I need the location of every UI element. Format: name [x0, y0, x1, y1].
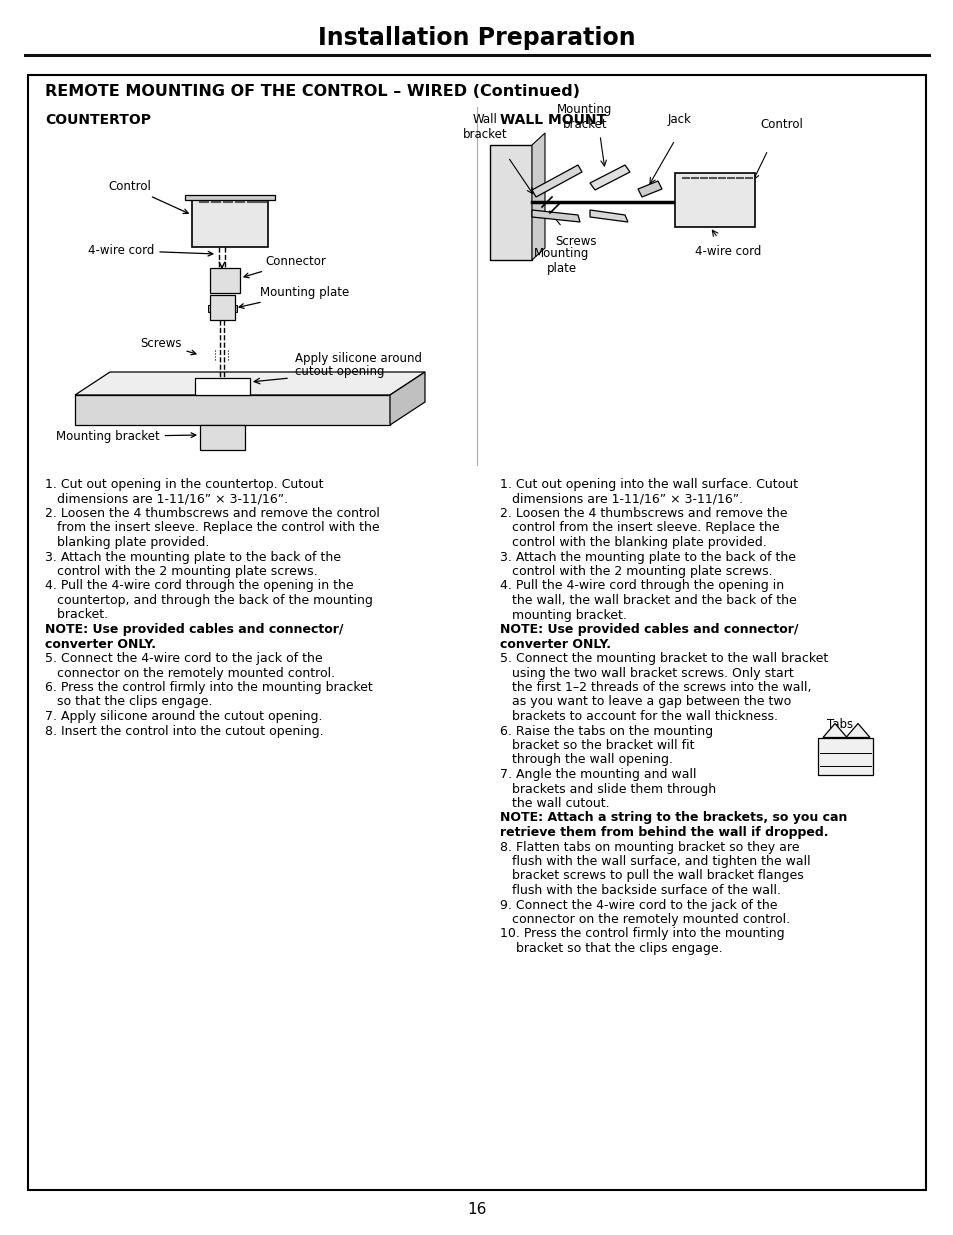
Text: bracket so the bracket will fit: bracket so the bracket will fit [499, 739, 694, 752]
Text: 9. Connect the 4-wire cord to the jack of the: 9. Connect the 4-wire cord to the jack o… [499, 899, 777, 911]
Polygon shape [210, 268, 240, 293]
Text: 8. Flatten tabs on mounting bracket so they are: 8. Flatten tabs on mounting bracket so t… [499, 841, 799, 853]
Text: mounting bracket.: mounting bracket. [499, 609, 626, 621]
Polygon shape [75, 395, 390, 425]
Text: NOTE: Use provided cables and connector/: NOTE: Use provided cables and connector/ [45, 622, 343, 636]
Text: as you want to leave a gap between the two: as you want to leave a gap between the t… [499, 695, 790, 709]
Text: from the insert sleeve. Replace the control with the: from the insert sleeve. Replace the cont… [45, 521, 379, 535]
Text: countertop, and through the back of the mounting: countertop, and through the back of the … [45, 594, 373, 606]
Polygon shape [532, 133, 544, 261]
Text: dimensions are 1-11/16” × 3-11/16”.: dimensions are 1-11/16” × 3-11/16”. [499, 493, 742, 505]
Polygon shape [675, 173, 754, 227]
Text: Control: Control [760, 119, 802, 131]
Text: 7. Apply silicone around the cutout opening.: 7. Apply silicone around the cutout open… [45, 710, 322, 722]
Text: retrieve them from behind the wall if dropped.: retrieve them from behind the wall if dr… [499, 826, 827, 839]
Text: Control: Control [108, 180, 188, 214]
Polygon shape [589, 210, 627, 222]
Text: control with the blanking plate provided.: control with the blanking plate provided… [499, 536, 766, 550]
Text: Tabs: Tabs [826, 718, 852, 730]
Text: 4-wire cord: 4-wire cord [695, 245, 760, 258]
Text: so that the clips engage.: so that the clips engage. [45, 695, 213, 709]
Polygon shape [200, 425, 245, 450]
Text: converter ONLY.: converter ONLY. [499, 637, 610, 651]
Text: blanking plate provided.: blanking plate provided. [45, 536, 209, 550]
Polygon shape [589, 165, 629, 190]
Text: 16: 16 [467, 1203, 486, 1218]
Text: 3. Attach the mounting plate to the back of the: 3. Attach the mounting plate to the back… [45, 551, 340, 563]
Text: brackets to account for the wall thickness.: brackets to account for the wall thickne… [499, 710, 778, 722]
Text: REMOTE MOUNTING OF THE CONTROL – WIRED (Continued): REMOTE MOUNTING OF THE CONTROL – WIRED (… [45, 84, 579, 100]
Text: 6. Raise the tabs on the mounting: 6. Raise the tabs on the mounting [499, 725, 713, 737]
Text: 3. Attach the mounting plate to the back of the: 3. Attach the mounting plate to the back… [499, 551, 795, 563]
Text: 8. Insert the control into the cutout opening.: 8. Insert the control into the cutout op… [45, 725, 323, 737]
Text: cutout opening: cutout opening [294, 366, 384, 378]
Text: 2. Loosen the 4 thumbscrews and remove the control: 2. Loosen the 4 thumbscrews and remove t… [45, 508, 379, 520]
Text: Connector: Connector [244, 254, 326, 278]
Text: bracket.: bracket. [45, 609, 108, 621]
Text: the wall, the wall bracket and the back of the: the wall, the wall bracket and the back … [499, 594, 796, 606]
Text: Wall
bracket: Wall bracket [462, 112, 507, 141]
Polygon shape [532, 210, 579, 222]
Text: brackets and slide them through: brackets and slide them through [499, 783, 716, 795]
Text: Mounting bracket: Mounting bracket [56, 430, 195, 443]
Text: 6. Press the control firmly into the mounting bracket: 6. Press the control firmly into the mou… [45, 680, 373, 694]
Polygon shape [390, 372, 424, 425]
Polygon shape [185, 195, 274, 200]
Polygon shape [210, 295, 234, 320]
Text: flush with the wall surface, and tighten the wall: flush with the wall surface, and tighten… [499, 855, 810, 868]
Polygon shape [194, 378, 250, 395]
Text: control from the insert sleeve. Replace the: control from the insert sleeve. Replace … [499, 521, 779, 535]
Text: through the wall opening.: through the wall opening. [499, 753, 672, 767]
Text: connector on the remotely mounted control.: connector on the remotely mounted contro… [45, 667, 335, 679]
Text: dimensions are 1-11/16” × 3-11/16”.: dimensions are 1-11/16” × 3-11/16”. [45, 493, 288, 505]
Text: 5. Connect the 4-wire cord to the jack of the: 5. Connect the 4-wire cord to the jack o… [45, 652, 322, 664]
Text: 7. Angle the mounting and wall: 7. Angle the mounting and wall [499, 768, 696, 781]
Text: Jack: Jack [667, 112, 691, 126]
Polygon shape [490, 144, 532, 261]
Polygon shape [638, 182, 661, 198]
Polygon shape [234, 305, 236, 312]
Polygon shape [817, 737, 872, 774]
Text: WALL MOUNT: WALL MOUNT [499, 112, 605, 127]
Polygon shape [822, 724, 846, 737]
Text: 4. Pull the 4-wire cord through the opening in: 4. Pull the 4-wire cord through the open… [499, 579, 783, 593]
Text: NOTE: Attach a string to the brackets, so you can: NOTE: Attach a string to the brackets, s… [499, 811, 846, 825]
Text: COUNTERTOP: COUNTERTOP [45, 112, 151, 127]
Polygon shape [192, 198, 268, 247]
Text: control with the 2 mounting plate screws.: control with the 2 mounting plate screws… [45, 564, 317, 578]
Text: flush with the backside surface of the wall.: flush with the backside surface of the w… [499, 884, 781, 897]
Text: 2. Loosen the 4 thumbscrews and remove the: 2. Loosen the 4 thumbscrews and remove t… [499, 508, 786, 520]
Text: Mounting
bracket: Mounting bracket [557, 103, 612, 131]
Text: the wall cutout.: the wall cutout. [499, 797, 609, 810]
Text: Apply silicone around: Apply silicone around [294, 352, 421, 366]
Polygon shape [208, 305, 210, 312]
Text: bracket so that the clips engage.: bracket so that the clips engage. [499, 942, 721, 955]
Text: Installation Preparation: Installation Preparation [318, 26, 635, 49]
Text: 5. Connect the mounting bracket to the wall bracket: 5. Connect the mounting bracket to the w… [499, 652, 827, 664]
Text: 4-wire cord: 4-wire cord [88, 245, 213, 257]
Text: 1. Cut out opening into the wall surface. Cutout: 1. Cut out opening into the wall surface… [499, 478, 797, 492]
Polygon shape [845, 724, 869, 737]
Text: control with the 2 mounting plate screws.: control with the 2 mounting plate screws… [499, 564, 772, 578]
Text: Screws: Screws [140, 337, 195, 354]
Polygon shape [75, 372, 424, 395]
Text: bracket screws to pull the wall bracket flanges: bracket screws to pull the wall bracket … [499, 869, 803, 883]
Text: the first 1–2 threads of the screws into the wall,: the first 1–2 threads of the screws into… [499, 680, 811, 694]
Text: converter ONLY.: converter ONLY. [45, 637, 156, 651]
Text: Mounting
plate: Mounting plate [534, 247, 589, 275]
Text: 10. Press the control firmly into the mounting: 10. Press the control firmly into the mo… [499, 927, 783, 941]
Polygon shape [532, 165, 581, 198]
FancyBboxPatch shape [28, 75, 925, 1191]
Text: 1. Cut out opening in the countertop. Cutout: 1. Cut out opening in the countertop. Cu… [45, 478, 323, 492]
Text: Mounting plate: Mounting plate [239, 287, 349, 309]
Text: NOTE: Use provided cables and connector/: NOTE: Use provided cables and connector/ [499, 622, 798, 636]
Text: using the two wall bracket screws. Only start: using the two wall bracket screws. Only … [499, 667, 793, 679]
Text: Screws: Screws [555, 235, 596, 248]
Text: connector on the remotely mounted control.: connector on the remotely mounted contro… [499, 913, 789, 926]
Text: 4. Pull the 4-wire cord through the opening in the: 4. Pull the 4-wire cord through the open… [45, 579, 354, 593]
